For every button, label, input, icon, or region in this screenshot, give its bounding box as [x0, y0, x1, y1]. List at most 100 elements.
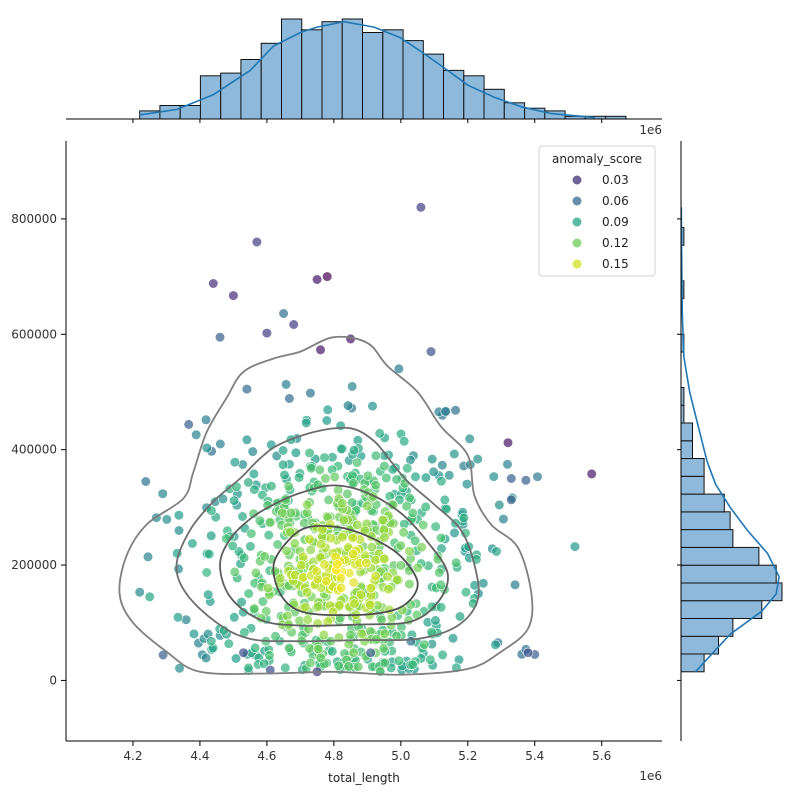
scatter-point	[208, 278, 219, 289]
scatter-point	[294, 472, 305, 483]
scatter-point	[289, 538, 300, 549]
scatter-point	[223, 638, 234, 649]
scatter-point	[188, 628, 200, 640]
scatter-point	[280, 662, 291, 673]
scatter-point	[313, 601, 324, 612]
scatter-point	[237, 511, 248, 522]
scatter-point	[302, 587, 313, 598]
scatter-point	[316, 539, 327, 550]
scatter-point	[249, 484, 260, 495]
scatter-point	[323, 494, 334, 506]
scatter-point	[379, 532, 390, 543]
scatter-point	[322, 404, 333, 415]
scatter-point	[440, 406, 451, 417]
scatter-point	[509, 579, 521, 590]
scatter-point	[201, 442, 212, 454]
scatter-point	[420, 472, 432, 483]
scatter-point	[157, 488, 168, 499]
top-kde-curve	[139, 20, 596, 119]
scatter-point	[319, 452, 330, 463]
scatter-point	[277, 507, 288, 519]
x-tick-label: 5.6	[592, 749, 611, 763]
legend-label: 0.15	[602, 257, 629, 271]
scatter-point	[241, 434, 252, 445]
scatter-point	[437, 460, 448, 471]
scatter-point	[284, 393, 295, 404]
scatter-point	[348, 647, 359, 658]
scatter-point	[370, 480, 381, 491]
scatter-point	[288, 319, 299, 330]
scatter-point	[425, 654, 436, 665]
x-tick-label: 4.2	[123, 749, 142, 763]
scatter-point	[317, 524, 328, 535]
scatter-point	[425, 346, 437, 357]
scatter-point	[174, 663, 185, 674]
scatter-point	[352, 519, 363, 531]
scatter-point	[395, 540, 406, 551]
scatter-point	[241, 384, 252, 395]
right-hist-bar	[680, 475, 705, 495]
scatter-point	[259, 658, 270, 669]
scatter-point	[347, 381, 358, 392]
right-hist-bar	[680, 422, 693, 442]
scatter-point	[343, 400, 354, 411]
scatter-point	[405, 599, 416, 610]
scatter-point	[381, 472, 392, 484]
top-hist-bar	[220, 72, 242, 120]
scatter-point	[278, 459, 289, 470]
scatter-point	[254, 515, 265, 526]
scatter-point	[586, 468, 597, 480]
scatter-point	[250, 567, 261, 579]
scatter-point	[257, 596, 269, 607]
legend-marker	[571, 237, 583, 249]
scatter-point	[365, 599, 376, 611]
scatter-point	[451, 557, 462, 568]
top-hist-bar	[321, 21, 343, 120]
top-hist-bar	[199, 75, 222, 120]
scatter-point	[461, 479, 473, 490]
scatter-point	[478, 578, 489, 589]
scatter-point	[436, 602, 447, 613]
scatter-point	[302, 499, 313, 510]
scatter-point	[399, 478, 410, 489]
scatter-point	[444, 470, 455, 481]
scatter-point	[419, 639, 430, 650]
right-hist-bar	[680, 600, 763, 620]
scatter-point	[305, 388, 316, 399]
scatter-point	[140, 476, 151, 487]
scatter-point	[305, 544, 316, 556]
scatter-point	[428, 466, 439, 477]
scatter-point	[436, 476, 447, 487]
right-hist-bar	[680, 529, 734, 548]
scatter-point	[281, 379, 292, 390]
scatter-point	[282, 610, 293, 622]
scatter-point	[304, 447, 315, 459]
scatter-point	[266, 481, 277, 492]
scatter-point	[203, 589, 214, 600]
scatter-point	[298, 551, 309, 562]
scatter-point	[215, 438, 226, 450]
scatter-point	[281, 545, 292, 557]
scatter-point	[490, 639, 501, 650]
scatter-point	[439, 494, 450, 506]
scatter-point	[403, 615, 414, 626]
scatter-point	[314, 464, 325, 475]
density-contour	[219, 484, 449, 627]
x-axis-label: total_length	[328, 771, 400, 785]
scatter-point	[522, 647, 534, 658]
scatter-point	[370, 571, 381, 582]
legend-marker	[571, 195, 583, 207]
scatter-point	[361, 557, 372, 569]
scatter-point	[251, 236, 262, 248]
legend-marker	[571, 216, 583, 228]
scatter-point	[430, 615, 441, 626]
scatter-point	[206, 505, 217, 516]
y-tick-label: 200000	[11, 558, 57, 572]
scatter-point	[447, 633, 459, 644]
scatter-point	[243, 588, 254, 599]
scatter-point	[449, 448, 460, 460]
scatter-point	[204, 548, 215, 560]
x-tick-label: 4.4	[190, 749, 209, 763]
scatter-point	[352, 457, 363, 468]
right-hist-bar	[680, 546, 760, 566]
